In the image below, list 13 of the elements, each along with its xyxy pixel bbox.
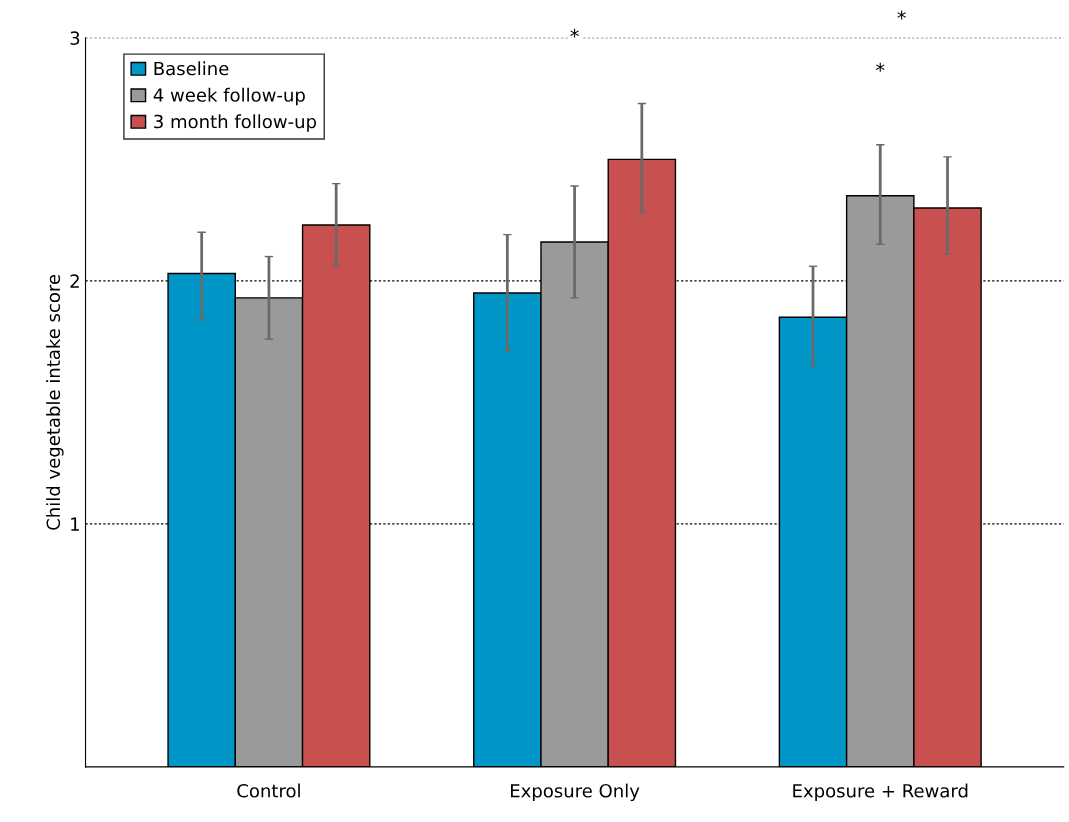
legend-label: Baseline [154, 61, 229, 76]
y-axis-title: Child vegetable intake score [46, 274, 64, 530]
annotation: * [875, 62, 885, 72]
x-tick-label: Exposure Only [511, 783, 640, 802]
x-tick-label: Control [237, 783, 300, 798]
y-tick-label: 2 [70, 274, 79, 288]
legend-label: 3 month follow-up [154, 114, 317, 132]
annotation: * [570, 28, 579, 38]
y-tick-label: 1 [71, 517, 79, 531]
x-tick-label: Exposure + Reward [793, 783, 968, 802]
legend-label: 4 week follow-up [153, 87, 305, 106]
y-tick-label: 3 [70, 31, 80, 45]
text: * [897, 10, 906, 20]
